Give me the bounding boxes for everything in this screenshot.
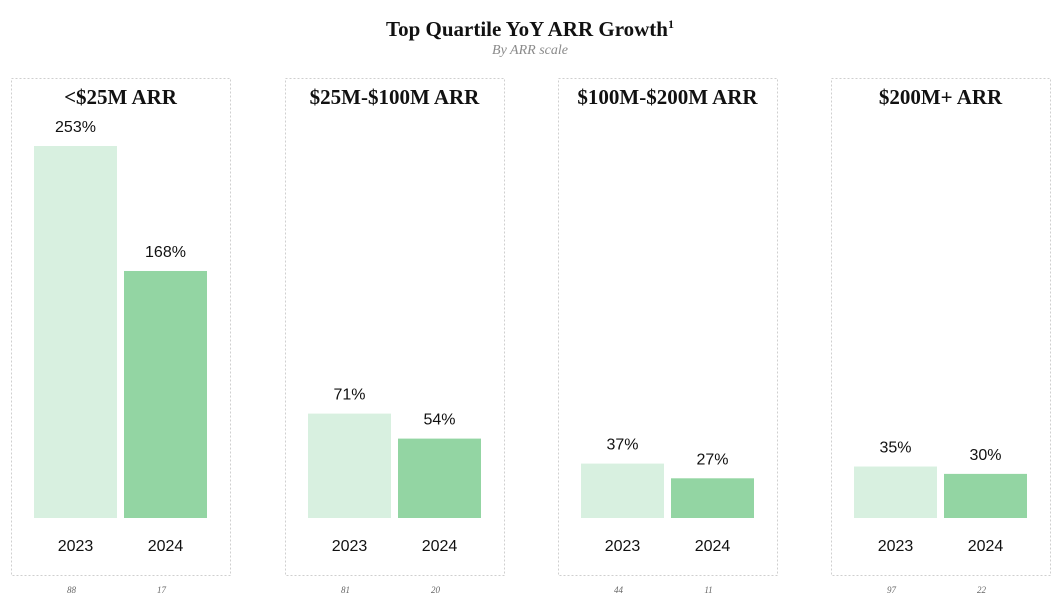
x-tick-label: 2023 xyxy=(605,538,641,555)
data-label: 30% xyxy=(969,447,1001,464)
bar-2023 xyxy=(34,146,117,518)
x-tick-label: 2024 xyxy=(422,538,458,555)
bar-2024 xyxy=(671,478,754,518)
bar-2023 xyxy=(581,463,664,518)
data-label: 27% xyxy=(696,451,728,468)
sample-count-label: 97 xyxy=(887,585,897,595)
panel-frame xyxy=(558,78,778,576)
panel-title: $100M-$200M ARR xyxy=(577,85,758,109)
bar-2024 xyxy=(124,270,207,518)
chart-subtitle: By ARR scale xyxy=(492,43,568,58)
panel-frame xyxy=(285,78,505,576)
x-tick-label: 2024 xyxy=(695,538,731,555)
sample-count-label: 44 xyxy=(614,585,624,595)
data-label: 37% xyxy=(606,437,638,454)
panel-title: $200M+ ARR xyxy=(879,85,1003,109)
bar-2024 xyxy=(398,438,481,518)
sample-count-label: 20 xyxy=(431,585,441,595)
bar-2023 xyxy=(854,466,937,518)
sample-count-label: 11 xyxy=(704,585,712,595)
title-footnote-marker: 1 xyxy=(667,17,674,31)
sample-count-label: 88 xyxy=(67,585,77,595)
x-tick-label: 2023 xyxy=(332,538,368,555)
x-tick-label: 2024 xyxy=(968,538,1004,555)
data-label: 253% xyxy=(55,119,96,136)
x-tick-label: 2023 xyxy=(58,538,94,555)
panel-frame xyxy=(831,78,1051,576)
panel-title: $25M-$100M ARR xyxy=(310,85,481,109)
data-label: 35% xyxy=(879,440,911,457)
panel-frame xyxy=(11,78,231,576)
chart-title: Top Quartile YoY ARR Growth1 xyxy=(0,17,1060,42)
bar-2024 xyxy=(944,473,1027,518)
data-label: 54% xyxy=(423,412,455,429)
x-tick-label: 2024 xyxy=(148,538,184,555)
bar-2023 xyxy=(308,413,391,518)
data-label: 71% xyxy=(333,387,365,404)
data-label: 168% xyxy=(145,244,186,261)
panel-title: <$25M ARR xyxy=(64,85,178,109)
sample-count-label: 17 xyxy=(157,585,167,595)
chart-title-text: Top Quartile YoY ARR Growth xyxy=(386,17,668,41)
sample-count-label: 22 xyxy=(977,585,987,595)
sample-count-label: 81 xyxy=(341,585,350,595)
x-tick-label: 2023 xyxy=(878,538,914,555)
